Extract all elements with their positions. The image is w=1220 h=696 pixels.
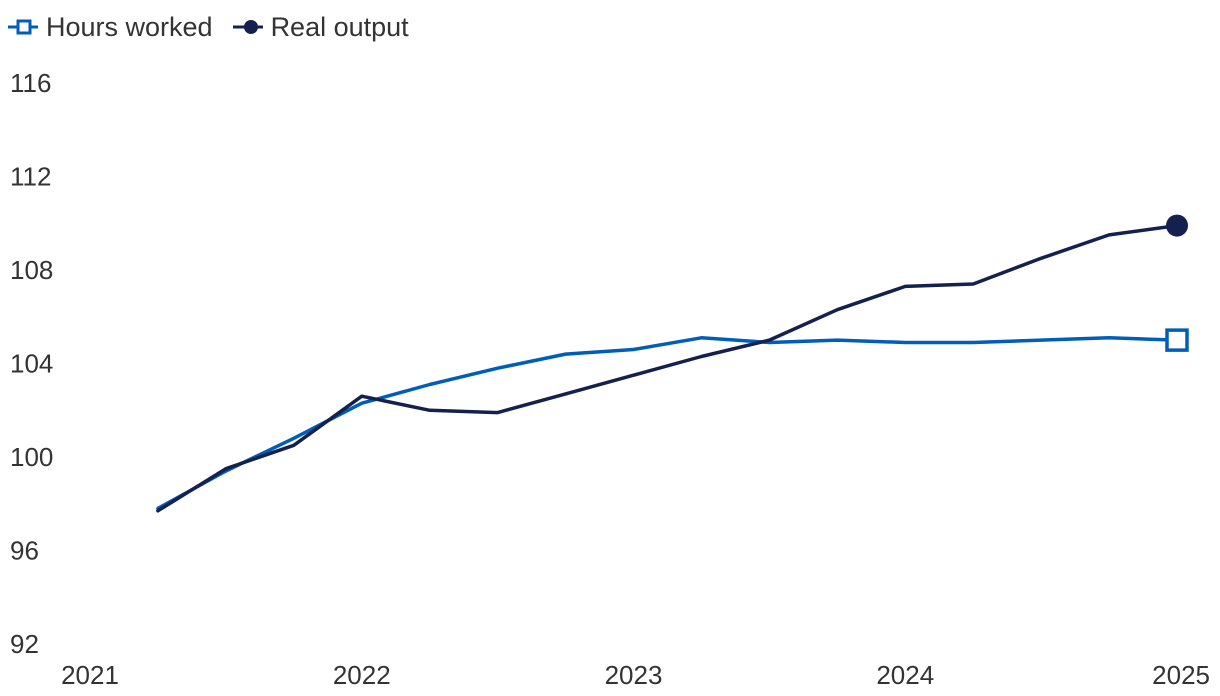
legend-label-hours-worked: Hours worked (46, 11, 213, 42)
x-tick-label: 2024 (876, 660, 934, 690)
end-marker-hours-worked (1165, 328, 1189, 352)
x-tick-label: 2025 (1152, 660, 1210, 690)
y-tick-label: 112 (10, 162, 51, 192)
x-tick-label: 2022 (333, 660, 391, 690)
y-tick-label: 92 (10, 629, 39, 659)
legend-item-hours-worked: Hours worked (8, 12, 213, 43)
y-tick-label: 96 (10, 536, 39, 566)
x-tick-label: 2023 (605, 660, 663, 690)
series-line-real-output (156, 223, 1179, 513)
legend-item-real-output: Real output (232, 11, 409, 43)
filled-circle-marker-icon (232, 20, 263, 34)
y-tick-label: 104 (10, 349, 53, 379)
x-tick-label: 2021 (61, 660, 119, 690)
hollow-square-marker-icon (8, 19, 38, 35)
y-tick-label: 108 (10, 255, 53, 285)
legend-label-real-output: Real output (270, 11, 409, 42)
y-tick-label: 116 (10, 68, 51, 98)
series-line-hours-worked (156, 336, 1179, 511)
y-tick-label: 100 (10, 442, 53, 472)
end-marker-real-output (1166, 214, 1188, 237)
legend: Hours worked Real output (8, 10, 409, 44)
